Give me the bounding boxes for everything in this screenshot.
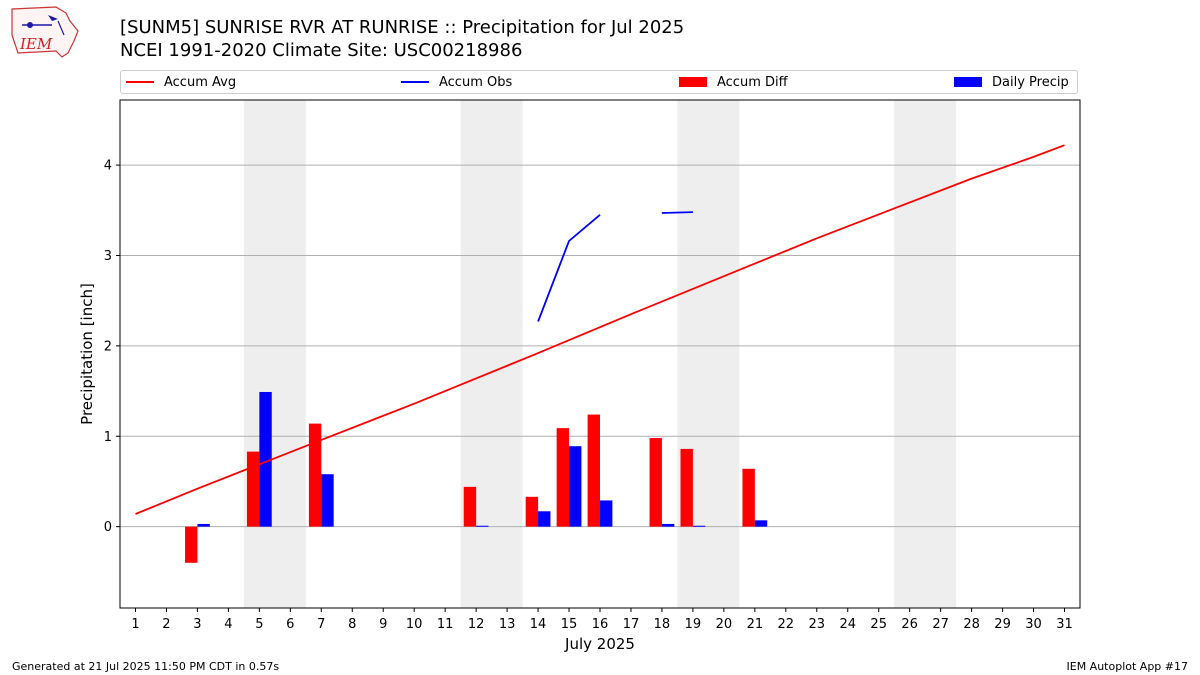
x-tick-label-16: 16	[592, 617, 609, 632]
x-tick-label-25: 25	[870, 617, 887, 632]
accum-diff-bar-day-3	[185, 526, 198, 563]
legend-swatch-accum-avg	[126, 81, 154, 83]
legend-item-accum-diff: Accum Diff	[679, 71, 788, 93]
accum-diff-bar-day-16	[587, 414, 600, 527]
y-axis-label: Precipitation [inch]	[78, 283, 96, 425]
weekend-band-1	[460, 100, 523, 608]
accum-diff-bar-day-15	[556, 428, 570, 527]
accum-diff-bar-day-5	[246, 451, 260, 527]
weekend-band-2	[677, 100, 740, 608]
iowa-outline-icon	[11, 6, 79, 58]
iem-logo: IEM	[11, 6, 79, 58]
x-tick-label-21: 21	[747, 617, 764, 632]
station-dot-icon	[27, 22, 33, 28]
accum-diff-bar-day-7	[308, 423, 322, 527]
station-mast-icon	[57, 20, 65, 36]
x-tick-label-24: 24	[839, 617, 856, 632]
x-tick-label-1: 1	[131, 617, 139, 632]
x-tick-label-22: 22	[778, 617, 795, 632]
daily-precip-bar-day-15	[569, 446, 582, 527]
legend-item-accum-avg: Accum Avg	[126, 71, 236, 93]
x-tick-label-31: 31	[1056, 617, 1073, 632]
wind-vane-icon	[48, 15, 58, 21]
legend-swatch-daily-precip	[954, 77, 982, 87]
x-tick-label-19: 19	[685, 617, 702, 632]
x-tick-label-27: 27	[932, 617, 949, 632]
x-tick-label-7: 7	[317, 617, 325, 632]
daily-precip-bar-day-18	[661, 523, 675, 527]
x-axis-label: July 2025	[564, 635, 635, 653]
chart-subtitle: NCEI 1991-2020 Climate Site: USC00218986	[120, 40, 523, 61]
logo-text: IEM	[19, 35, 53, 53]
y-tick-label-0: 0	[104, 520, 112, 535]
legend: Accum Avg Accum Obs Accum Diff Daily Pre…	[120, 70, 1078, 94]
y-tick-label-1: 1	[104, 430, 112, 445]
x-tick-label-10: 10	[406, 617, 423, 632]
x-tick-label-9: 9	[379, 617, 387, 632]
app-label: IEM Autoplot App #17	[1066, 660, 1189, 673]
x-tick-label-14: 14	[530, 617, 547, 632]
x-tick-label-28: 28	[963, 617, 980, 632]
x-tick-label-15: 15	[561, 617, 578, 632]
generated-timestamp: Generated at 21 Jul 2025 11:50 PM CDT in…	[12, 660, 280, 673]
daily-precip-bar-day-7	[321, 474, 334, 527]
y-tick-label-2: 2	[104, 339, 112, 354]
x-tick-label-8: 8	[348, 617, 356, 632]
legend-swatch-accum-obs	[401, 81, 429, 83]
x-tick-label-11: 11	[437, 617, 454, 632]
accum-diff-bar-day-14	[525, 496, 539, 527]
legend-label-accum-avg: Accum Avg	[164, 74, 237, 90]
accum-diff-bar-day-19	[680, 448, 693, 527]
y-tick-label-3: 3	[104, 249, 112, 264]
legend-label-accum-obs: Accum Obs	[439, 74, 513, 90]
x-tick-label-6: 6	[286, 617, 294, 632]
accum-avg-line	[135, 144, 1065, 515]
accum-diff-bar-day-21	[742, 468, 755, 527]
x-tick-label-29: 29	[994, 617, 1011, 632]
accum-diff-bar-day-12	[463, 486, 477, 527]
x-tick-label-20: 20	[716, 617, 733, 632]
daily-precip-bar-day-16	[600, 500, 613, 527]
x-tick-label-13: 13	[499, 617, 516, 632]
x-tick-label-5: 5	[255, 617, 263, 632]
x-tick-label-2: 2	[162, 617, 170, 632]
weekend-band-3	[894, 100, 957, 608]
daily-precip-bar-day-5	[259, 391, 272, 527]
x-tick-label-26: 26	[901, 617, 918, 632]
legend-label-daily-precip: Daily Precip	[992, 74, 1069, 90]
legend-label-accum-diff: Accum Diff	[717, 74, 788, 90]
x-tick-label-4: 4	[224, 617, 232, 632]
y-tick-label-4: 4	[104, 159, 112, 174]
legend-item-accum-obs: Accum Obs	[401, 71, 512, 93]
x-tick-label-23: 23	[809, 617, 826, 632]
x-tick-label-17: 17	[623, 617, 640, 632]
daily-precip-bar-day-12	[476, 525, 489, 527]
daily-precip-bar-day-3	[197, 523, 210, 527]
accum-diff-bar-day-18	[649, 438, 662, 527]
daily-precip-bar-day-19	[692, 525, 706, 527]
accum-obs-line-segment-1	[661, 211, 693, 214]
legend-item-daily-precip: Daily Precip	[954, 71, 1069, 93]
weekend-band-0	[243, 100, 306, 608]
daily-precip-bar-day-14	[538, 511, 551, 527]
daily-precip-bar-day-21	[754, 520, 768, 527]
x-tick-label-18: 18	[654, 617, 671, 632]
accum-obs-line-segment-0	[537, 214, 601, 322]
legend-swatch-accum-diff	[679, 77, 707, 87]
x-tick-label-12: 12	[468, 617, 485, 632]
chart-title: [SUNM5] SUNRISE RVR AT RUNRISE :: Precip…	[120, 17, 685, 38]
x-tick-label-3: 3	[193, 617, 201, 632]
x-tick-label-30: 30	[1025, 617, 1042, 632]
